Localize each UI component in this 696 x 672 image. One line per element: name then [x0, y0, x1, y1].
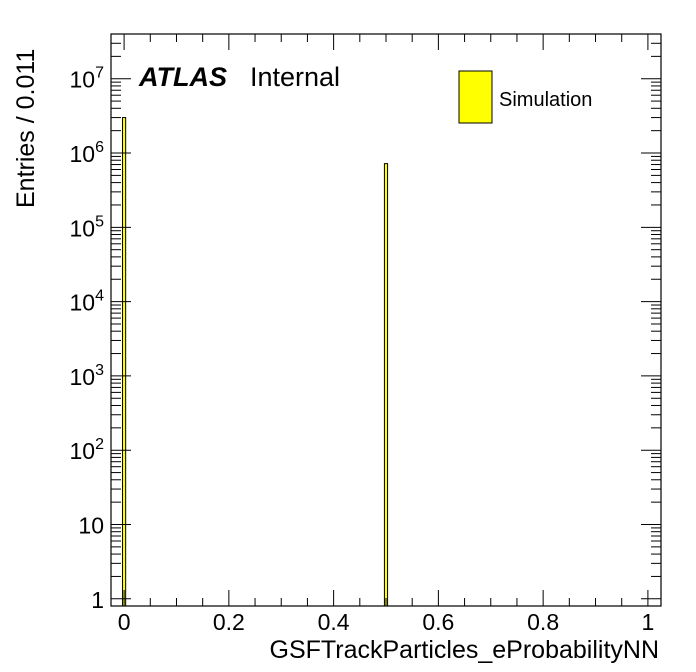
y-tick-label: 104 — [70, 288, 105, 316]
y-axis-ticks: 1 10 102 103 104 105 106 107 — [70, 33, 661, 613]
x-tick-label: 0.6 — [422, 609, 454, 635]
y-tick-label: 105 — [70, 213, 105, 241]
y-tick-label: 1 — [91, 587, 104, 613]
x-tick-label: 0.4 — [318, 609, 350, 635]
atlas-label: ATLAS — [138, 62, 227, 92]
legend-label-simulation: Simulation — [499, 89, 592, 111]
x-tick-label: 0 — [118, 609, 131, 635]
x-axis-label: GSFTrackParticles_eProbabilityNN — [270, 636, 659, 664]
bar-1 — [383, 163, 389, 607]
x-tick-label: 0.2 — [213, 609, 245, 635]
bar-0 — [122, 117, 127, 607]
x-tick-label: 0.8 — [527, 609, 559, 635]
legend-swatch-simulation — [458, 70, 493, 124]
y-tick-label: 10 — [78, 513, 104, 539]
internal-label: Internal — [250, 62, 340, 92]
y-tick-label: 103 — [70, 362, 105, 390]
y-tick-label: 106 — [70, 139, 105, 167]
y-tick-label: 102 — [70, 436, 105, 464]
y-tick-label: 107 — [70, 65, 105, 93]
bars-layer — [122, 117, 389, 607]
y-axis-label: Entries / 0.011 — [12, 49, 40, 208]
x-tick-label: 1 — [642, 609, 655, 635]
legend: Simulation — [458, 70, 592, 124]
x-axis-ticks: 0 0.2 0.4 0.6 0.8 1 — [118, 34, 655, 635]
